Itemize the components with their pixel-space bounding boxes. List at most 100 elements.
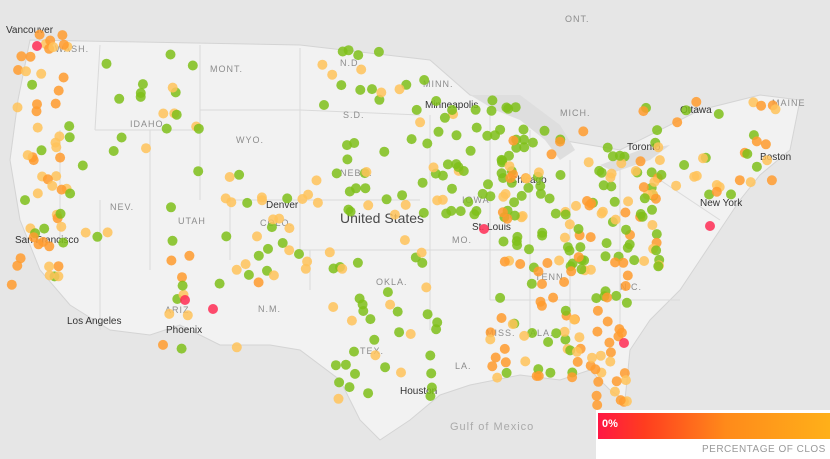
- map-point[interactable]: [492, 372, 503, 383]
- map-point[interactable]: [762, 155, 773, 166]
- map-point[interactable]: [616, 158, 627, 169]
- map-point[interactable]: [546, 149, 557, 160]
- map-point[interactable]: [611, 376, 622, 387]
- map-point[interactable]: [342, 154, 353, 165]
- map-point[interactable]: [345, 206, 356, 217]
- map-point[interactable]: [613, 331, 624, 342]
- map-point[interactable]: [605, 356, 616, 367]
- map-point[interactable]: [469, 209, 480, 220]
- map-point[interactable]: [349, 346, 359, 357]
- map-point[interactable]: [483, 179, 493, 190]
- map-point[interactable]: [560, 209, 571, 220]
- map-point[interactable]: [742, 148, 753, 159]
- map-point[interactable]: [576, 264, 587, 275]
- map-point[interactable]: [614, 150, 625, 161]
- map-point[interactable]: [226, 197, 237, 208]
- map-point[interactable]: [609, 196, 620, 207]
- map-point[interactable]: [268, 214, 279, 225]
- map-point[interactable]: [294, 249, 304, 259]
- map-point[interactable]: [361, 167, 372, 177]
- map-point[interactable]: [458, 166, 469, 176]
- map-point[interactable]: [182, 310, 193, 321]
- map-point[interactable]: [32, 122, 43, 133]
- map-point[interactable]: [591, 293, 602, 304]
- map-point[interactable]: [51, 142, 62, 153]
- map-point[interactable]: [330, 360, 341, 371]
- map-point[interactable]: [505, 173, 516, 183]
- map-point[interactable]: [80, 227, 91, 238]
- map-point[interactable]: [711, 186, 722, 197]
- map-point[interactable]: [231, 264, 242, 275]
- map-point[interactable]: [748, 97, 759, 108]
- map-point[interactable]: [12, 260, 23, 271]
- map-point[interactable]: [381, 194, 392, 205]
- map-point[interactable]: [399, 235, 410, 246]
- map-point[interactable]: [756, 100, 767, 111]
- map-point[interactable]: [548, 292, 559, 303]
- map-point[interactable]: [595, 350, 606, 361]
- map-point[interactable]: [559, 326, 570, 337]
- map-point[interactable]: [114, 93, 125, 104]
- map-point[interactable]: [231, 342, 242, 353]
- map-point[interactable]: [165, 49, 176, 60]
- map-point[interactable]: [575, 242, 586, 253]
- map-point[interactable]: [501, 367, 512, 378]
- map-point[interactable]: [382, 287, 393, 298]
- map-point[interactable]: [224, 172, 235, 182]
- map-point[interactable]: [58, 237, 69, 248]
- map-point[interactable]: [591, 390, 602, 401]
- map-point[interactable]: [22, 150, 33, 161]
- map-point[interactable]: [344, 382, 355, 393]
- map-point[interactable]: [583, 157, 594, 168]
- map-point[interactable]: [620, 375, 631, 386]
- map-point[interactable]: [671, 180, 682, 191]
- map-point[interactable]: [621, 224, 631, 235]
- map-point[interactable]: [167, 82, 178, 93]
- map-point[interactable]: [592, 400, 603, 410]
- map-point[interactable]: [611, 290, 622, 301]
- map-point[interactable]: [578, 126, 589, 137]
- map-point[interactable]: [555, 136, 565, 147]
- map-point[interactable]: [257, 195, 268, 206]
- map-point[interactable]: [535, 188, 546, 199]
- map-point[interactable]: [101, 58, 112, 69]
- map-point[interactable]: [447, 105, 458, 115]
- map-point[interactable]: [319, 100, 329, 110]
- map-point[interactable]: [495, 124, 506, 135]
- map-point[interactable]: [158, 108, 169, 119]
- map-point[interactable]: [479, 224, 489, 234]
- map-point[interactable]: [6, 279, 17, 290]
- map-point[interactable]: [333, 393, 344, 404]
- map-point[interactable]: [609, 386, 620, 397]
- map-point[interactable]: [542, 258, 553, 268]
- map-point[interactable]: [487, 361, 498, 372]
- map-point[interactable]: [601, 238, 612, 249]
- map-point[interactable]: [187, 60, 198, 71]
- map-point[interactable]: [367, 84, 377, 95]
- map-point[interactable]: [433, 126, 444, 137]
- map-point[interactable]: [405, 329, 416, 339]
- map-point[interactable]: [176, 343, 187, 354]
- map-point[interactable]: [36, 145, 47, 156]
- map-point[interactable]: [500, 357, 511, 368]
- map-point[interactable]: [34, 29, 45, 40]
- map-point[interactable]: [544, 193, 555, 204]
- map-point[interactable]: [92, 231, 103, 242]
- map-point[interactable]: [604, 337, 615, 348]
- map-point[interactable]: [573, 224, 584, 234]
- map-point[interactable]: [566, 266, 577, 277]
- map-point[interactable]: [592, 326, 603, 337]
- map-point[interactable]: [621, 297, 632, 308]
- map-point[interactable]: [369, 334, 380, 345]
- map-point[interactable]: [485, 334, 496, 345]
- map-point[interactable]: [496, 168, 507, 179]
- map-point[interactable]: [447, 183, 457, 194]
- map-point[interactable]: [234, 169, 245, 180]
- map-point[interactable]: [437, 170, 448, 181]
- map-point[interactable]: [510, 102, 521, 113]
- map-point[interactable]: [167, 235, 178, 246]
- map-point[interactable]: [498, 236, 509, 247]
- map-point[interactable]: [602, 142, 613, 153]
- map-point[interactable]: [57, 30, 68, 41]
- map-point[interactable]: [504, 161, 515, 172]
